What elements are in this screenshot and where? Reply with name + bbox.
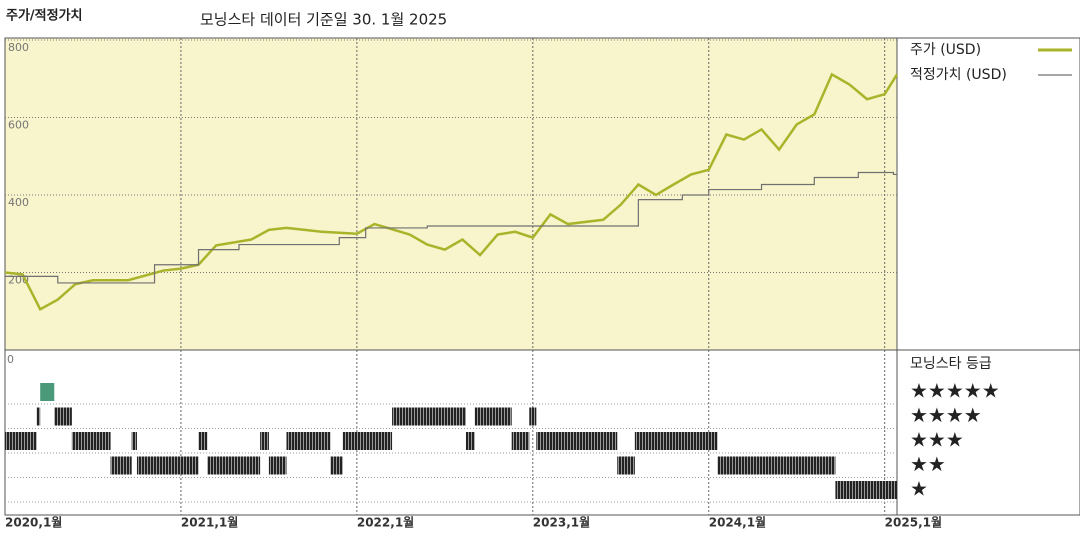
rating-bar	[40, 383, 55, 401]
rating-title: 모닝스타 등급	[910, 356, 992, 372]
rating-bar	[835, 481, 897, 499]
rating-bar	[260, 432, 269, 450]
x-tick-label: 2022,1월	[357, 515, 414, 530]
plot-area	[5, 38, 897, 350]
rating-bar	[110, 456, 132, 475]
rating-bar	[36, 407, 41, 426]
rating-bar	[330, 456, 343, 475]
y-tick-label: 600	[8, 118, 29, 131]
series-line	[5, 154, 898, 284]
chart-title: 주가/적정가치	[6, 8, 83, 24]
rating-bar	[342, 432, 393, 450]
rating-bar	[717, 456, 836, 475]
rating-bar	[392, 407, 466, 426]
rating-label: ★★★	[910, 428, 964, 452]
rating-bar	[71, 432, 111, 450]
y-tick-label: 400	[8, 196, 29, 209]
rating-label: ★★★★★	[910, 379, 1000, 403]
rating-label: ★	[910, 477, 928, 501]
rating-bar	[207, 456, 261, 475]
rating-bar	[465, 432, 475, 450]
y-tick-label: 800	[8, 41, 29, 54]
rating-bar	[54, 407, 72, 426]
rating-bar	[268, 456, 287, 475]
legend-label: 적정가치 (USD)	[910, 67, 1007, 83]
rating-bar	[131, 432, 137, 450]
x-tick-label: 2024,1월	[709, 515, 766, 530]
rating-bar	[474, 407, 512, 426]
x-tick-label: 2025,1월	[885, 515, 942, 530]
rating-bar	[529, 407, 537, 426]
rating-bar	[136, 456, 199, 475]
legend-label: 주가 (USD)	[910, 42, 981, 58]
x-tick-label: 2023,1월	[533, 515, 590, 530]
x-tick-label: 2020,1월	[5, 515, 62, 530]
rating-bar	[5, 432, 37, 450]
rating-bar	[286, 432, 331, 450]
rating-bar	[198, 432, 208, 450]
rating-bar	[617, 456, 635, 475]
rating-bar	[536, 432, 618, 450]
x-tick-label: 2021,1월	[181, 515, 238, 530]
rating-label: ★★	[910, 452, 946, 476]
chart-subtitle: 모닝스타 데이터 기준일 30. 1월 2025	[200, 11, 447, 29]
rating-tick-label: 0	[7, 353, 14, 366]
rating-label: ★★★★	[910, 403, 982, 427]
rating-bar	[511, 432, 530, 450]
rating-bar	[634, 432, 718, 450]
series-line	[4, 72, 899, 312]
